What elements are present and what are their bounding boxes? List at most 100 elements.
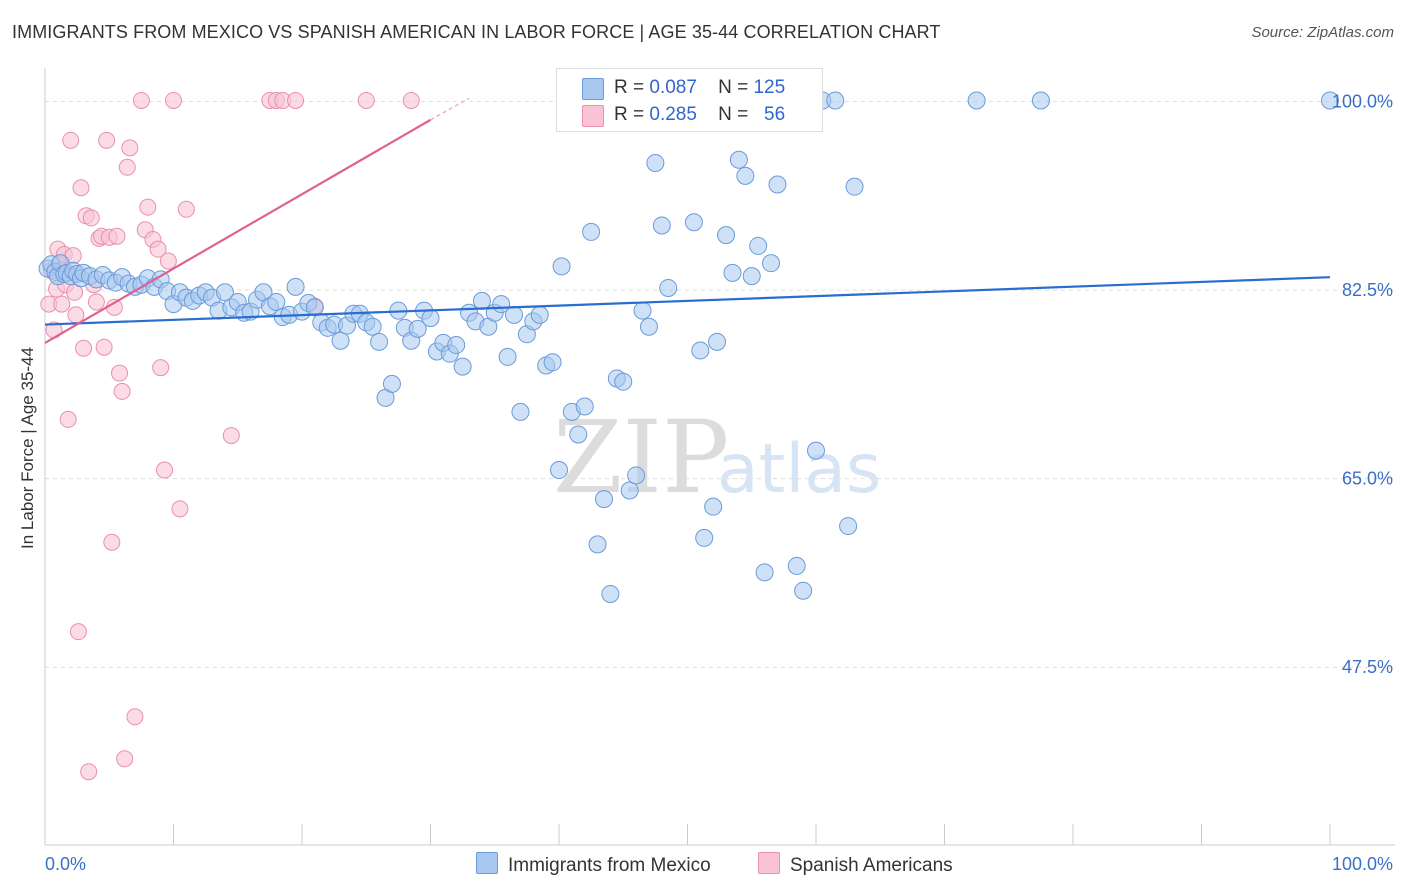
mexico-immigrant-point (762, 254, 781, 273)
trend-line-spanish (44, 118, 432, 344)
mexico-immigrant-point (729, 150, 748, 169)
mexico-immigrant-point (646, 153, 665, 172)
spanish-american-point (67, 306, 85, 324)
r-value-spanish: 0.285 (649, 104, 697, 125)
spanish-american-point (103, 533, 121, 551)
spanish-american-point (357, 91, 375, 109)
legend-item-spanish: Spanish Americans (758, 852, 953, 877)
mexico-immigrant-point (588, 535, 607, 554)
y-tick-label: 65.0% (1342, 469, 1393, 489)
legend-swatch-mexico (582, 78, 604, 100)
spanish-american-point (95, 338, 113, 356)
mexico-immigrant-point (755, 563, 774, 582)
legend-item-mexico: Immigrants from Mexico (476, 852, 711, 877)
mexico-immigrant-point (717, 226, 736, 245)
y-tick-label: 47.5% (1342, 657, 1393, 677)
mexico-immigrant-point (575, 397, 594, 416)
axes (44, 68, 1395, 846)
mexico-immigrant-point (967, 91, 986, 110)
mexico-immigrant-point (736, 166, 755, 185)
y-axis-label: In Labor Force | Age 35-44 (18, 347, 37, 549)
spanish-american-point (98, 131, 116, 149)
watermark-atlas: atlas (717, 430, 881, 509)
y-tick-label: 82.5% (1342, 280, 1393, 300)
r-value-mexico: 0.087 (649, 77, 697, 98)
mexico-immigrant-point (749, 236, 768, 255)
mexico-immigrant-point (807, 441, 825, 460)
source-label: Source: ZipAtlas.com (1251, 24, 1394, 41)
mexico-immigrant-point (1031, 91, 1050, 110)
mexico-immigrant-point (787, 556, 806, 575)
mexico-immigrant-point (552, 257, 571, 276)
mexico-immigrant-point (652, 216, 671, 235)
tick-labels: 47.5% 65.0% 82.5% 100.0% 0.0% 100.0% (45, 92, 1393, 874)
spanish-american-point (159, 252, 177, 270)
mexico-immigrant-point (627, 466, 646, 485)
mexico-immigrant-point (708, 332, 727, 351)
legend-swatch (476, 852, 498, 874)
mexico-immigrant-point (594, 490, 613, 509)
n-label: N = (718, 104, 749, 125)
mexico-immigrant-point (215, 283, 234, 302)
spanish-american-point (121, 139, 139, 157)
mexico-immigrant-point (421, 309, 440, 328)
spanish-american-point (69, 623, 87, 641)
mexico-immigrant-point (363, 317, 382, 336)
chart-title: IMMIGRANTS FROM MEXICO VS SPANISH AMERIC… (12, 22, 941, 42)
mexico-immigrant-point (684, 213, 703, 232)
spanish-american-point (80, 763, 98, 781)
mexico-immigrant-point (505, 305, 524, 324)
series-spanish-americans (40, 91, 420, 781)
mexico-immigrant-point (659, 278, 678, 297)
spanish-american-point (156, 461, 174, 479)
mexico-immigrant-point (569, 425, 588, 444)
mexico-immigrant-point (305, 298, 324, 317)
spanish-american-point (72, 179, 90, 197)
trend-line-mexico (44, 276, 1331, 326)
mexico-immigrant-point (695, 528, 714, 547)
spanish-american-point (108, 227, 126, 245)
mexico-immigrant-point (511, 402, 530, 421)
spanish-american-point (116, 750, 134, 768)
mexico-immigrant-point (582, 222, 601, 241)
spanish-american-point (118, 158, 136, 176)
mexico-immigrant-point (794, 581, 813, 600)
legend-label: Immigrants from Mexico (508, 855, 711, 876)
mexico-immigrant-point (723, 263, 742, 282)
mexico-immigrant-point (267, 292, 286, 311)
legend-swatch (758, 852, 780, 874)
trend-extension-spanish (430, 97, 470, 121)
mexico-immigrant-point (498, 347, 517, 366)
spanish-american-point (82, 209, 100, 227)
mexico-immigrant-point (704, 497, 723, 516)
legend-swatch-spanish (582, 105, 604, 127)
mexico-immigrant-point (601, 584, 620, 603)
r-label: R = (614, 104, 645, 125)
n-value-mexico: 125 (753, 77, 786, 98)
n-label: N = (718, 77, 749, 98)
y-tick-label: 100.0% (1332, 92, 1393, 112)
mexico-immigrant-point (408, 319, 427, 338)
mexico-immigrant-point (331, 331, 350, 350)
mexico-immigrant-point (286, 277, 305, 296)
grid-lines (45, 101, 1395, 668)
mexico-immigrant-point (1321, 91, 1339, 110)
spanish-american-point (287, 91, 305, 109)
spanish-american-point (149, 240, 167, 258)
mexico-immigrant-point (472, 291, 491, 310)
spanish-american-point (113, 382, 131, 400)
mexico-immigrant-point (447, 336, 466, 355)
mexico-immigrant-point (839, 517, 858, 536)
mexico-immigrant-point (614, 372, 633, 391)
mexico-immigrant-point (768, 175, 787, 194)
mexico-immigrant-point (453, 357, 472, 376)
mexico-immigrant-point (742, 267, 761, 286)
legend-label: Spanish Americans (790, 855, 953, 876)
spanish-american-point (402, 91, 420, 109)
spanish-american-point (126, 708, 144, 726)
spanish-american-point (53, 295, 71, 313)
mexico-immigrant-point (382, 374, 401, 393)
spanish-american-point (111, 364, 129, 382)
spanish-american-point (139, 198, 157, 216)
